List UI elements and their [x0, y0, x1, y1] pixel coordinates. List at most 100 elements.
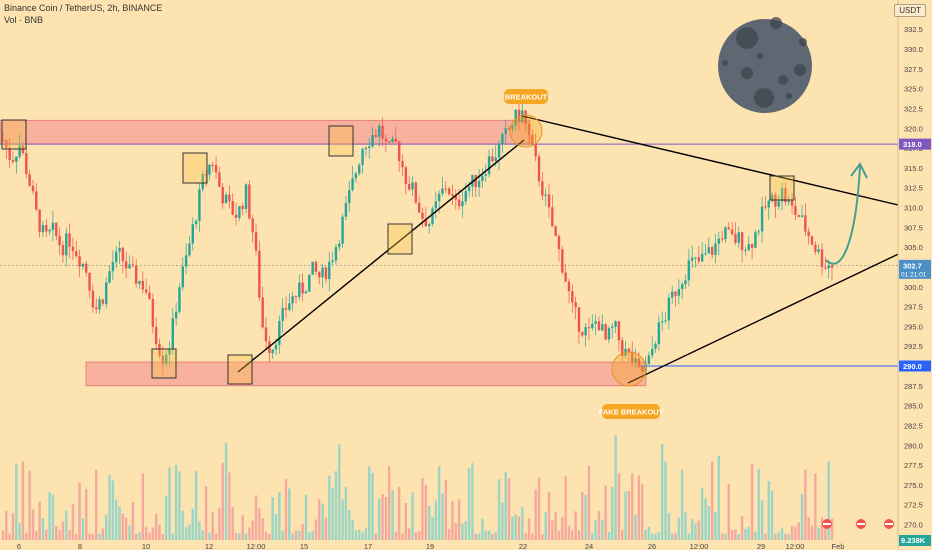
volume-bar [374, 533, 378, 540]
candle-body [384, 138, 388, 142]
highlight-box [151, 348, 177, 379]
candle-body [554, 226, 557, 237]
candle-body [641, 366, 644, 372]
volume-bar [437, 466, 441, 540]
volume-bar [38, 501, 41, 540]
candle-body [734, 234, 737, 243]
volume-bar [604, 485, 607, 540]
annotation-labels: BREAKOUT FAKE BREAKOUT [504, 89, 664, 419]
volume-bar [31, 509, 35, 540]
candle-body [471, 175, 474, 187]
volume-bar [278, 492, 281, 540]
candle-body [318, 271, 321, 278]
y-tick-label: 272.5 [904, 501, 923, 510]
candle-body [154, 326, 158, 344]
volume-bar [15, 463, 18, 540]
candle-body [284, 308, 288, 310]
volume-bar [551, 520, 554, 540]
candle-body [338, 243, 341, 248]
candle-body [477, 180, 481, 188]
fake-breakout-circle [611, 351, 647, 387]
y-tick-label: 280.0 [904, 441, 923, 450]
currency-badge[interactable]: USDT [894, 4, 926, 17]
candle-body [15, 156, 18, 162]
volume-bar [717, 455, 721, 540]
volume-bar [684, 511, 687, 540]
volume-bar [178, 471, 181, 540]
y-tick-label: 275.0 [904, 481, 923, 490]
flag-stripe [857, 523, 865, 525]
candle-body [174, 311, 178, 319]
y-tick-label: 282.5 [904, 421, 923, 430]
candle-body [690, 257, 694, 261]
candle-body [108, 271, 111, 283]
candle-body [587, 327, 591, 329]
volume-bar [514, 514, 517, 540]
candle-body [617, 321, 621, 341]
candle-body [491, 156, 494, 162]
candle-body [601, 324, 604, 331]
volume-bar [95, 470, 98, 540]
candle-body [747, 244, 750, 250]
volume-bar [35, 531, 38, 540]
candle-body [55, 222, 58, 236]
volume-bar [690, 519, 694, 540]
volume-tag-bg [899, 535, 931, 546]
candle-body [830, 265, 834, 268]
volume-bar [414, 532, 418, 540]
volume-bar [827, 461, 830, 540]
candle-body [238, 206, 241, 218]
volume-bar [124, 517, 128, 540]
candle-body [331, 260, 334, 262]
volume-bar [211, 512, 214, 540]
candle-body [564, 272, 567, 282]
candle-body [674, 291, 677, 296]
candle-body [677, 289, 681, 296]
candle-body [451, 194, 454, 196]
volume-bar [694, 523, 697, 540]
volume-bar [397, 487, 401, 540]
candle-body [148, 292, 151, 299]
candle-body [707, 247, 711, 254]
candle-body [621, 340, 624, 356]
volume-bar [621, 530, 624, 540]
candle-body [714, 243, 717, 255]
candle-body [141, 280, 145, 290]
volume-bar [81, 518, 85, 540]
candle-body [654, 343, 657, 349]
candle-body [820, 249, 824, 268]
candle-body [627, 348, 631, 352]
volume-bar [464, 521, 467, 540]
volume-bar [274, 513, 278, 540]
volume-bar [664, 461, 667, 540]
candle-body [45, 225, 48, 232]
y-tick-label: 270.0 [904, 521, 923, 530]
volume-bar [611, 486, 614, 540]
candle-body [780, 188, 784, 202]
volume-bar [614, 435, 617, 540]
volume-bar [577, 530, 581, 540]
price-candles [1, 98, 834, 375]
volume-bar [421, 478, 424, 540]
candle-body [201, 174, 204, 190]
candle-body [264, 327, 268, 342]
candle-body [234, 214, 238, 218]
candle-body [407, 183, 411, 190]
candle-body [427, 224, 431, 227]
volume-bar [244, 533, 248, 540]
volume-bar [431, 516, 434, 540]
fake-breakout-label-bg [602, 404, 660, 419]
volume-bar [8, 533, 11, 540]
candle-body [231, 201, 234, 215]
drawn-lines [237, 114, 932, 387]
candle-body [401, 160, 404, 168]
candle-body [397, 141, 401, 161]
candle-body [281, 308, 284, 321]
volume-tag: 9.238K [901, 536, 926, 545]
candle-body [484, 174, 487, 176]
candle-body [261, 297, 264, 328]
volume-bar [467, 468, 471, 540]
moon-crater [794, 64, 806, 76]
